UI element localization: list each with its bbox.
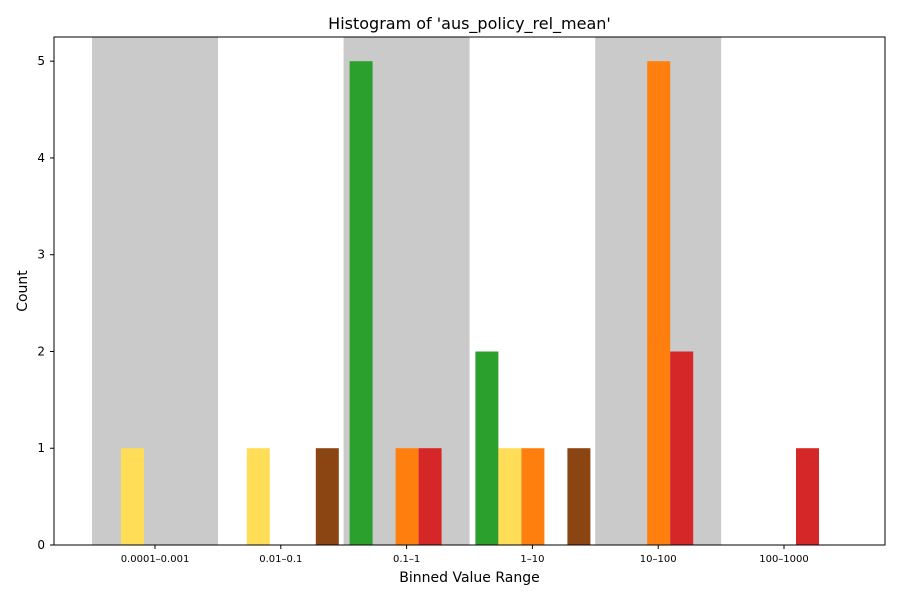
bar-2-2	[395, 448, 419, 545]
y-axis: 0 1 2 3 4 5	[37, 54, 54, 552]
bar-3-4	[567, 448, 591, 545]
x-tick-label: 0.0001–0.001	[121, 554, 190, 565]
bar-2-3	[418, 448, 442, 545]
bar-4-2	[647, 61, 671, 545]
x-tick-label: 100–1000	[759, 554, 809, 565]
x-axis-label: Binned Value Range	[399, 570, 539, 586]
bar-1-1	[246, 448, 270, 545]
x-tick-label: 0.01–0.1	[259, 554, 302, 565]
bars	[121, 61, 819, 545]
plot-frame	[53, 36, 886, 546]
y-tick-label: 2	[37, 344, 45, 358]
shaded-band-0	[92, 37, 218, 545]
bar-3-1	[498, 448, 522, 545]
bar-2-0	[349, 61, 373, 545]
bar-3-2	[521, 448, 545, 545]
bar-5-3	[796, 448, 819, 545]
bar-1-4	[315, 448, 339, 545]
chart-title: Histogram of 'aus_policy_rel_mean'	[328, 14, 611, 34]
y-tick-label: 0	[37, 538, 45, 552]
y-tick-label: 1	[37, 441, 45, 455]
x-tick-label: 10–100	[640, 554, 677, 565]
x-axis: 0.0001–0.001 0.01–0.1 0.1–1 1–10 10–100 100–1…	[121, 545, 809, 565]
bar-3-0	[475, 351, 499, 545]
bar-4-3	[670, 351, 694, 545]
x-tick-label: 1–10	[520, 554, 544, 565]
x-tick-label: 0.1–1	[393, 554, 420, 565]
y-tick-label: 3	[37, 248, 45, 262]
bar-0-1	[121, 448, 144, 545]
y-tick-label: 5	[37, 54, 45, 68]
y-tick-label: 4	[37, 151, 45, 165]
y-axis-label: Count	[15, 270, 31, 312]
